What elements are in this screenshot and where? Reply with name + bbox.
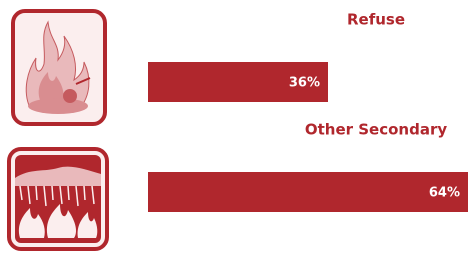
category-label: Refuse	[347, 11, 405, 29]
page: {"chart_data": {"type": "bar", "orientat…	[0, 0, 474, 255]
value-label: 64%	[429, 186, 460, 201]
bar	[148, 172, 468, 212]
secondary-icon	[9, 149, 107, 249]
value-label: 36%	[289, 76, 320, 91]
category-label: Other Secondary	[305, 121, 448, 139]
chart: Refuse 36% Other Secondary 64%	[0, 0, 474, 255]
refuse-icon	[13, 11, 105, 124]
